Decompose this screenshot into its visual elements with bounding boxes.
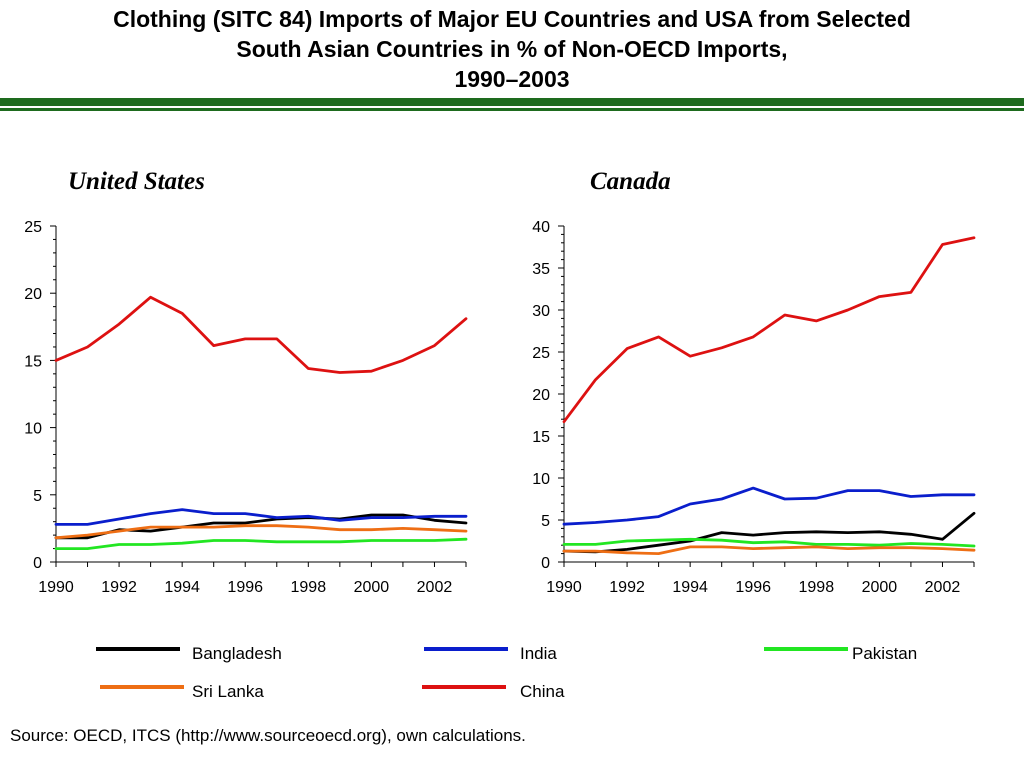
header-rule-thin: [0, 108, 1024, 111]
x-tick-label-united-states: 1994: [164, 579, 200, 596]
x-tick-label-canada: 2000: [862, 579, 898, 596]
series-line-bangladesh-canada: [562, 511, 976, 554]
legend-swatch-india: [424, 647, 508, 651]
x-tick-label-united-states: 2000: [354, 579, 390, 596]
title-line-3: 1990–2003: [454, 66, 570, 92]
series-line-pakistan-united-states: [54, 537, 468, 550]
legend-swatch-sri-lanka: [100, 685, 184, 689]
x-tick-label-united-states: 2002: [417, 579, 453, 596]
y-tick-label-united-states: 5: [33, 488, 42, 505]
y-tick-label-canada: 20: [532, 387, 550, 404]
series-line-sri-lanka-canada: [562, 545, 976, 555]
series-line-china-united-states: [54, 295, 468, 374]
x-tick-label-united-states: 1998: [291, 579, 327, 596]
legend-swatch-pakistan: [764, 647, 848, 651]
x-tick-label-canada: 1998: [799, 579, 835, 596]
chart-united-states: 0 5 10 15 20 25 1990 1992 1994 1996 1998 2000 2002: [24, 219, 468, 596]
title-line-1: Clothing (SITC 84) Imports of Major EU C…: [113, 6, 911, 32]
x-tick-label-canada: 1996: [735, 579, 771, 596]
legend-label-bangladesh: Bangladesh: [192, 644, 282, 663]
legend-label-pakistan: Pakistan: [852, 644, 918, 663]
legend-label-sri-lanka: Sri Lanka: [192, 682, 264, 701]
x-tick-label-canada: 1994: [672, 579, 708, 596]
header-rule-thick: [0, 98, 1024, 106]
chart-title: Clothing (SITC 84) Imports of Major EU C…: [0, 4, 1024, 94]
y-tick-label-canada: 15: [532, 429, 550, 446]
y-tick-label-united-states: 10: [24, 421, 42, 438]
x-tick-label-united-states: 1990: [38, 579, 74, 596]
series-line-india-canada: [562, 486, 976, 526]
series-line-china-canada: [562, 236, 976, 424]
chart-canada: 0 5 10 15 20 25 30 35 40 1990 1992 1994 1996 1998 2000…: [532, 219, 976, 596]
x-tick-label-canada: 1990: [546, 579, 582, 596]
series-line-sri-lanka-united-states: [54, 524, 468, 540]
x-tick-label-united-states: 1996: [227, 579, 263, 596]
panel-title-canada: Canada: [590, 168, 671, 195]
panel-title-united-states: United States: [68, 168, 205, 195]
series-line-india-united-states: [54, 508, 468, 526]
y-tick-label-united-states: 25: [24, 219, 42, 236]
y-tick-label-canada: 35: [532, 261, 550, 278]
x-tick-label-canada: 1992: [609, 579, 645, 596]
legend-label-china: China: [520, 682, 565, 701]
legend-swatch-china: [422, 685, 506, 689]
y-tick-label-canada: 25: [532, 345, 550, 362]
legend-swatch-bangladesh: [96, 647, 180, 651]
y-tick-label-canada: 0: [541, 555, 550, 572]
y-tick-label-canada: 40: [532, 219, 550, 236]
y-tick-label-united-states: 0: [33, 555, 42, 572]
y-tick-label-canada: 5: [541, 513, 550, 530]
series-line-pakistan-canada: [562, 537, 976, 548]
x-tick-label-united-states: 1992: [101, 579, 137, 596]
y-tick-label-canada: 30: [532, 303, 550, 320]
x-tick-label-canada: 2002: [925, 579, 961, 596]
y-tick-label-united-states: 15: [24, 353, 42, 370]
y-tick-label-canada: 10: [532, 471, 550, 488]
legend-label-india: India: [520, 644, 557, 663]
y-tick-label-united-states: 20: [24, 286, 42, 303]
source-note: Source: OECD, ITCS (http://www.sourceoec…: [10, 726, 526, 745]
title-line-2: South Asian Countries in % of Non-OECD I…: [236, 36, 788, 62]
